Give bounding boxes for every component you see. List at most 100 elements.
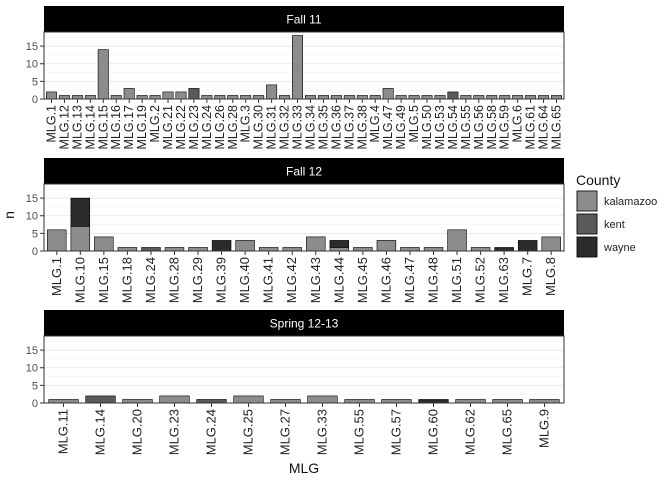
x-tick-label: MLG.38: [355, 105, 369, 150]
bar-segment: [400, 247, 420, 252]
x-tick-label: MLG.24: [143, 257, 158, 303]
x-tick-label: MLG.15: [96, 257, 111, 303]
bar-segment: [292, 35, 304, 100]
y-tick-label: 0: [32, 398, 38, 410]
y-tick-label: 5: [32, 228, 38, 240]
x-tick-label: MLG.34: [303, 105, 317, 150]
x-tick-label: MLG.31: [265, 105, 279, 150]
bar-segment: [97, 49, 109, 100]
x-tick-label: MLG.1: [49, 257, 64, 296]
bar-segment: [196, 399, 227, 404]
x-tick-label: MLG.57: [389, 409, 404, 455]
bar-segment: [307, 395, 338, 404]
bar-segment: [421, 95, 433, 100]
y-tick-label: 15: [26, 193, 38, 205]
x-tick-label: MLG.19: [135, 105, 149, 150]
x-tick-label: MLG.56: [472, 105, 486, 150]
x-tick-label: MLG.24: [200, 105, 214, 150]
bar-segment: [418, 399, 449, 404]
bar-segment: [71, 95, 83, 100]
facet-title: Fall 12: [286, 165, 322, 179]
x-tick-label: MLG.35: [316, 105, 330, 150]
bar-segment: [94, 236, 114, 252]
bar-segment: [344, 399, 375, 404]
x-tick-label: MLG.5: [407, 105, 421, 143]
bar-segment: [122, 399, 153, 404]
bar-segment: [330, 95, 342, 100]
x-tick-label: MLG.32: [278, 105, 292, 150]
bar-segment: [235, 240, 255, 252]
x-tick-label: MLG.46: [378, 257, 393, 303]
x-tick-label: MLG.20: [130, 409, 145, 455]
x-tick-label: MLG.16: [109, 105, 123, 150]
x-tick-label: MLG.3: [239, 105, 253, 143]
bar-segment: [512, 95, 524, 100]
bar-segment: [382, 88, 394, 100]
legend-swatch: [576, 190, 598, 212]
x-tick-label: MLG.40: [237, 257, 252, 303]
x-tick-label: MLG.15: [96, 105, 110, 150]
bar-segment: [149, 95, 161, 100]
x-tick-label: MLG.8: [543, 257, 558, 296]
x-tick-label: MLG.65: [550, 105, 564, 150]
x-tick-label: MLG.51: [449, 257, 464, 303]
x-tick-label: MLG.14: [83, 105, 97, 150]
x-tick-label: MLG.49: [394, 105, 408, 150]
x-tick-label: MLG.43: [308, 257, 323, 303]
bar-segment: [473, 95, 485, 100]
bar-segment: [447, 229, 467, 252]
bar-segment: [381, 399, 412, 404]
x-tick-label: MLG.28: [226, 105, 240, 150]
bar-segment: [470, 247, 491, 252]
legend-label: kalamazoo: [604, 196, 657, 208]
bar-segment: [240, 95, 252, 100]
x-tick-label: MLG.63: [496, 257, 511, 303]
x-tick-label: MLG.29: [190, 257, 205, 303]
x-tick-label: MLG.22: [174, 105, 188, 150]
x-tick-label: MLG.55: [352, 409, 367, 455]
x-tick-label: MLG.17: [122, 105, 136, 150]
bar-segment: [499, 95, 511, 100]
bar-segment: [201, 95, 213, 100]
bar-segment: [47, 229, 67, 252]
bar-segment: [353, 247, 373, 252]
plot-background: [44, 336, 564, 403]
x-tick-label: MLG.25: [241, 409, 256, 455]
bar-segment: [317, 95, 329, 100]
y-tick-label: 15: [26, 41, 38, 53]
x-tick-label: MLG.6: [511, 105, 525, 143]
x-tick-label: MLG.33: [291, 105, 305, 150]
legend-title: County: [576, 172, 620, 188]
bar-segment: [408, 95, 420, 100]
x-tick-label: MLG.39: [214, 257, 229, 303]
x-tick-label: MLG.53: [433, 105, 447, 150]
bar-segment: [117, 247, 138, 252]
bar-segment: [45, 91, 57, 100]
facet-panel: Fall 11051015MLG.1MLG.12MLG.13MLG.14MLG.…: [26, 6, 565, 150]
bar-segment: [455, 399, 486, 404]
plot-background: [44, 32, 564, 99]
bar-segment: [423, 247, 444, 252]
bar-segment: [136, 95, 148, 100]
x-tick-label: MLG.11: [56, 409, 71, 454]
bar-segment: [141, 247, 161, 252]
bar-segment: [227, 95, 239, 100]
bar-segment: [70, 197, 91, 227]
bar-segment: [541, 236, 561, 252]
bar-segment: [48, 399, 79, 404]
x-tick-label: MLG.14: [93, 409, 108, 455]
bar-segment: [306, 236, 326, 252]
x-tick-label: MLG.62: [463, 409, 478, 455]
x-tick-label: MLG.59: [498, 105, 512, 150]
x-tick-label: MLG.47: [381, 105, 395, 150]
bar-segment: [58, 95, 70, 100]
bar-segment: [70, 226, 91, 252]
panel-border: [43, 31, 565, 100]
x-tick-label: MLG.48: [426, 257, 441, 303]
facet-title: Fall 11: [286, 13, 321, 27]
bar-segment: [376, 240, 397, 252]
x-tick-label: MLG.33: [315, 409, 330, 455]
x-tick-label: MLG.41: [261, 257, 276, 303]
panel-border: [43, 183, 565, 252]
